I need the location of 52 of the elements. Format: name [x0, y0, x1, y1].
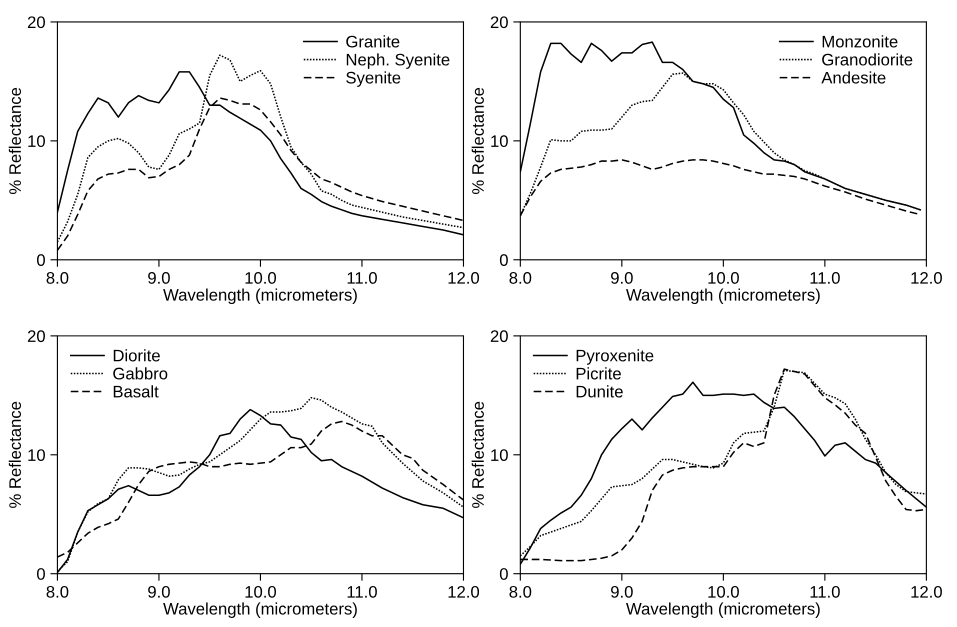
y-tick-label: 0 [36, 254, 45, 266]
legend-label: Dunite [576, 385, 623, 398]
x-axis-title: Wavelength (micrometers) [163, 288, 357, 304]
x-tick-label: 10.0 [246, 272, 276, 284]
legend-label: Granodiorite [822, 53, 912, 66]
y-tick-label: 10 [491, 135, 508, 148]
y-tick-label: 10 [28, 449, 45, 461]
y-tick-label: 10 [28, 135, 45, 148]
x-tick-label: 12.0 [911, 272, 942, 284]
legend-label: Andesite [821, 71, 886, 84]
x-tick-label: 11.0 [810, 586, 840, 598]
x-tick-label: 8.0 [509, 272, 532, 284]
x-tick-label: 10.0 [708, 586, 739, 598]
y-tick-label: 20 [490, 16, 508, 28]
y-tick-label: 0 [500, 568, 508, 580]
x-tick-label: 11.0 [348, 272, 377, 284]
legend-label: Picrite [576, 367, 621, 380]
legend-label: Basalt [114, 385, 159, 398]
y-axis-title: % Reflectance [8, 88, 22, 194]
y-axis-title: % Reflectance [8, 402, 22, 508]
x-tick-label: 9.0 [611, 586, 633, 598]
x-tick-label: 8.0 [46, 272, 68, 284]
x-tick-label: 10.0 [708, 272, 739, 284]
x-axis-title: Wavelength (micrometers) [163, 602, 357, 618]
legend-label: Diorite [114, 349, 160, 362]
x-tick-label: 9.0 [148, 586, 170, 598]
legend-label: Neph. Syenite [346, 53, 450, 69]
x-tick-label: 11.0 [348, 586, 377, 598]
x-tick-label: 12.0 [448, 272, 480, 284]
y-tick-label: 20 [490, 330, 508, 342]
x-tick-label: 10.0 [246, 586, 276, 598]
legend-label: Pyroxenite [576, 349, 654, 365]
x-axis-title: Wavelength (micrometers) [626, 602, 820, 618]
legend-label: Gabbro [113, 367, 168, 380]
legend-label: Granite [346, 35, 400, 48]
y-axis-title: % Reflectance [472, 88, 484, 194]
x-tick-label: 9.0 [148, 272, 170, 284]
y-tick-label: 0 [500, 254, 508, 266]
y-tick-label: 20 [28, 16, 45, 28]
y-axis-title: % Reflectance [472, 402, 484, 508]
x-tick-label: 12.0 [448, 586, 480, 598]
legend-label: Monzonite [822, 35, 898, 48]
x-tick-label: 8.0 [46, 586, 68, 598]
legend-label: Syenite [346, 71, 400, 87]
x-tick-label: 12.0 [911, 586, 942, 598]
y-tick-label: 20 [28, 330, 45, 342]
x-tick-label: 9.0 [611, 272, 633, 284]
x-tick-label: 11.0 [810, 272, 840, 284]
x-axis-title: Wavelength (micrometers) [626, 288, 820, 304]
x-tick-label: 8.0 [509, 586, 532, 598]
y-tick-label: 10 [491, 449, 508, 461]
y-tick-label: 0 [36, 568, 45, 580]
